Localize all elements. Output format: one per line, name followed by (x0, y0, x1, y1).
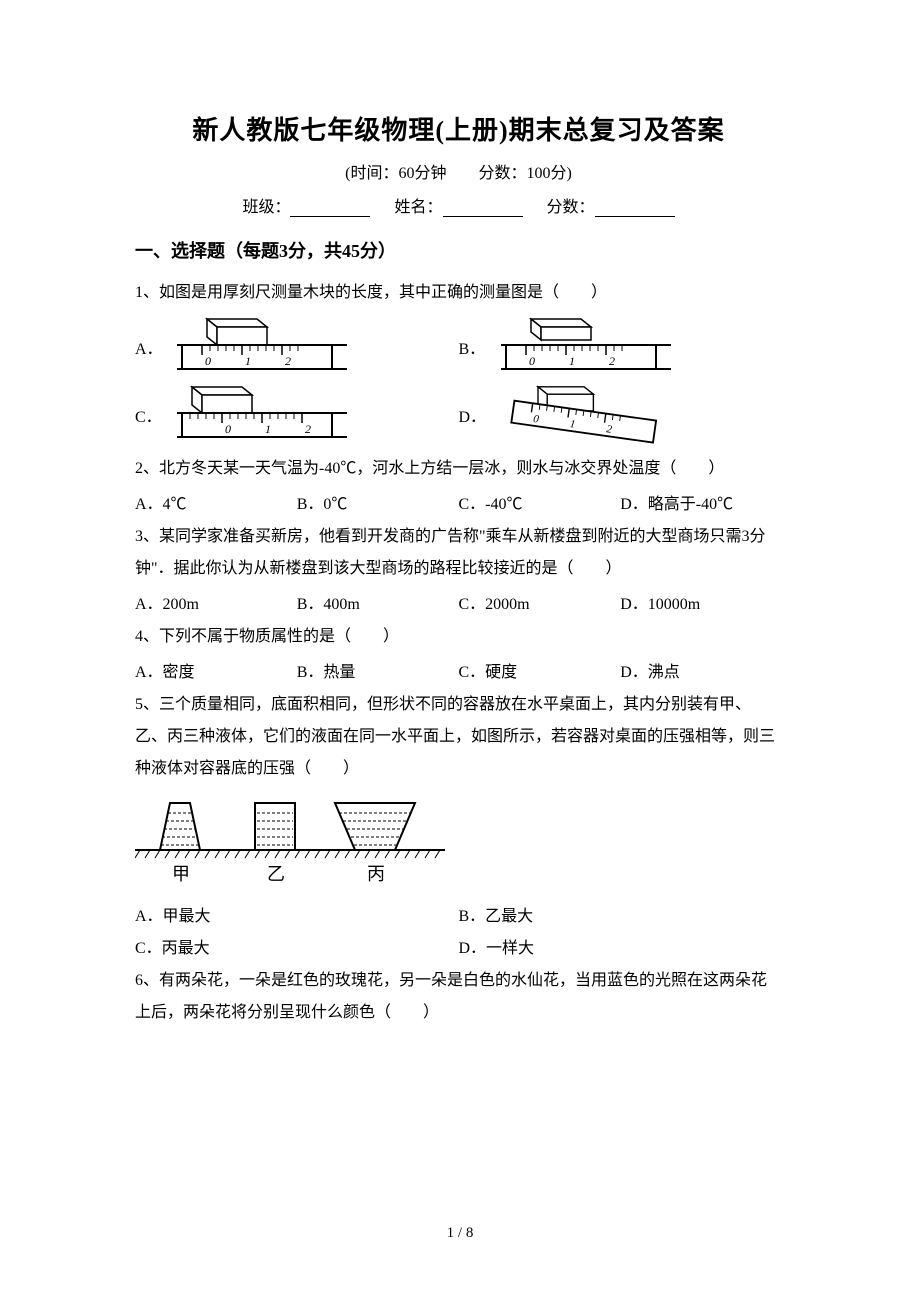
q5-option-c: C．丙最大 (135, 933, 459, 965)
svg-text:1: 1 (265, 422, 271, 436)
q1-images-row1: A． 0 1 2 B． (135, 317, 782, 377)
containers-diagram: 甲 乙 丙 (135, 795, 445, 890)
q2-option-d: D．略高于-40℃ (620, 489, 782, 521)
q4-option-c: C．硬度 (459, 657, 621, 689)
ruler-diagram-a: 0 1 2 (177, 317, 347, 377)
name-blank[interactable] (443, 199, 523, 217)
question-1: 1、如图是用厚刻尺测量木块的长度，其中正确的测量图是（ ） (135, 277, 782, 309)
q1-option-b-label: B． (459, 335, 489, 359)
q4-option-a: A．密度 (135, 657, 297, 689)
class-label: 班级： (242, 199, 290, 216)
question-2: 2、北方冬天某一天气温为-40℃，河水上方结一层冰，则水与冰交界处温度（ ） (135, 453, 782, 485)
time-score-line: (时间：60分钟 分数：100分) (135, 159, 782, 183)
q3-option-a: A．200m (135, 589, 297, 621)
page-number: 1 / 8 (0, 1225, 920, 1242)
q5-option-a: A．甲最大 (135, 901, 459, 933)
q3-option-d: D．10000m (620, 589, 782, 621)
q3-options: A．200m B．400m C．2000m D．10000m (135, 589, 782, 621)
q1-option-d-label: D． (459, 403, 489, 427)
svg-text:1: 1 (245, 354, 251, 368)
q2-options: A．4℃ B．0℃ C．-40℃ D．略高于-40℃ (135, 489, 782, 521)
score-blank[interactable] (595, 199, 675, 217)
q1-images-row2: C． 0 1 2 D． (135, 385, 782, 445)
container-label-yi: 乙 (267, 864, 285, 884)
ruler-diagram-c: 0 1 2 (177, 385, 347, 445)
svg-text:1: 1 (569, 354, 575, 368)
ruler-diagram-d: 0 1 2 (501, 385, 671, 445)
q5-option-d: D．一样大 (459, 933, 783, 965)
q3-option-b: B．400m (297, 589, 459, 621)
q4-option-b: B．热量 (297, 657, 459, 689)
svg-text:2: 2 (285, 354, 291, 368)
ruler-diagram-b: 0 1 2 (501, 317, 671, 377)
q1-option-c-label: C． (135, 403, 165, 427)
q2-option-c: C．-40℃ (459, 489, 621, 521)
svg-text:0: 0 (225, 422, 231, 436)
student-info-line: 班级： 姓名： 分数： (135, 193, 782, 217)
container-label-jia: 甲 (172, 864, 190, 884)
q5-options: A．甲最大 B．乙最大 C．丙最大 D．一样大 (135, 901, 782, 965)
section-1-header: 一、选择题（每题3分，共45分） (135, 237, 782, 263)
q5-option-b: B．乙最大 (459, 901, 783, 933)
question-3: 3、某同学家准备买新房，他看到开发商的广告称"乘车从新楼盘到附近的大型商场只需3… (135, 521, 782, 585)
q3-option-c: C．2000m (459, 589, 621, 621)
svg-text:0: 0 (529, 354, 535, 368)
svg-text:2: 2 (609, 354, 615, 368)
exam-title: 新人教版七年级物理(上册)期末总复习及答案 (135, 110, 782, 147)
question-6: 6、有两朵花，一朵是红色的玫瑰花，另一朵是白色的水仙花，当用蓝色的光照在这两朵花… (135, 965, 782, 1029)
q1-option-a-label: A． (135, 335, 165, 359)
svg-text:2: 2 (305, 422, 311, 436)
svg-text:0: 0 (205, 354, 211, 368)
q4-options: A．密度 B．热量 C．硬度 D．沸点 (135, 657, 782, 689)
score-label: 分数： (547, 199, 595, 216)
q2-option-b: B．0℃ (297, 489, 459, 521)
class-blank[interactable] (290, 199, 370, 217)
name-label: 姓名： (394, 199, 442, 216)
question-5: 5、三个质量相同，底面积相同，但形状不同的容器放在水平桌面上，其内分别装有甲、乙… (135, 689, 782, 785)
q2-option-a: A．4℃ (135, 489, 297, 521)
question-4: 4、下列不属于物质属性的是（ ） (135, 621, 782, 653)
q4-option-d: D．沸点 (620, 657, 782, 689)
container-label-bing: 丙 (367, 864, 385, 884)
